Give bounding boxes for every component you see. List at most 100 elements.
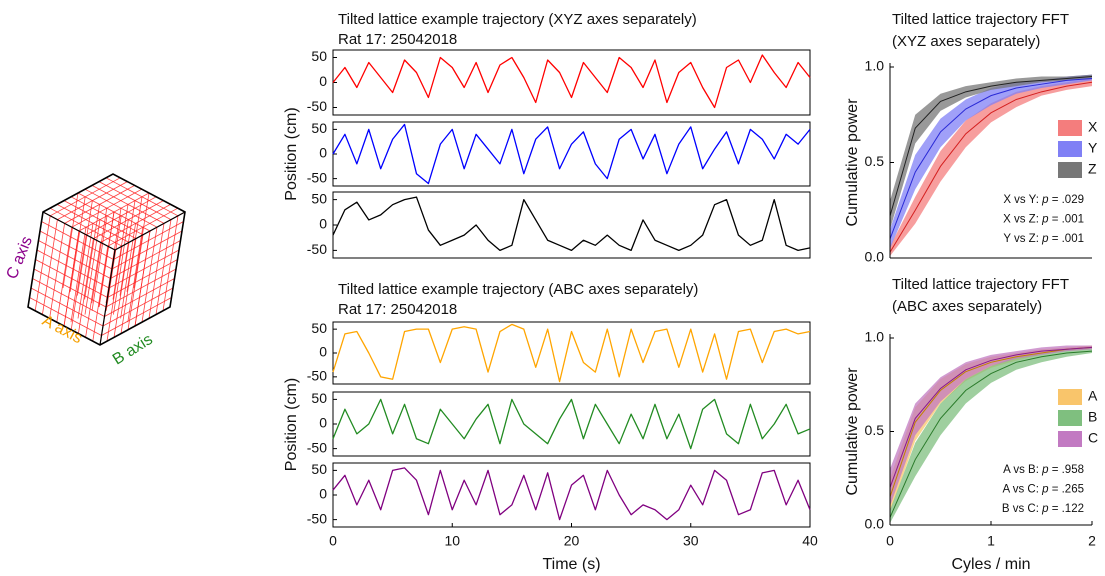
y-tick-label: 0 — [319, 344, 327, 360]
cube-grid-line — [155, 219, 172, 315]
cube-grid-line — [105, 215, 122, 311]
cube-grid-line — [35, 259, 108, 298]
x-tick-label: 40 — [802, 533, 818, 549]
legend-label: X — [1088, 119, 1098, 135]
cube-grid-line — [62, 192, 79, 289]
trace-line — [332, 196, 811, 252]
y-tick-label: -50 — [307, 510, 327, 526]
cube-grid-line — [84, 204, 100, 300]
y-tick-label: -50 — [307, 368, 327, 384]
mean-line — [889, 346, 1093, 498]
y-tick-label: 0.5 — [865, 422, 885, 438]
legend-swatch — [1058, 431, 1082, 447]
stat-text: X vs Y: p = .029 — [1003, 194, 1084, 206]
legend-swatch — [1058, 162, 1082, 178]
stat-pair: B vs C: — [1002, 503, 1042, 515]
mean-line — [889, 346, 1093, 488]
y-tick-label: 50 — [311, 120, 327, 136]
chart-title: Tilted lattice trajectory FFT — [892, 276, 1069, 293]
cube-edge — [114, 211, 186, 251]
cube-grid-line — [77, 200, 93, 296]
y-axis-label: Position (cm) — [283, 107, 300, 200]
stat-value: = .265 — [1049, 484, 1085, 496]
mean-line — [889, 350, 1093, 518]
stat-value: = .001 — [1049, 233, 1085, 245]
panel-frame — [332, 191, 811, 259]
y-tick-label: 50 — [311, 190, 327, 206]
stat-symbol: p — [1041, 233, 1049, 245]
stat-text: A vs B: p = .958 — [1003, 464, 1084, 476]
confidence-band — [890, 74, 1092, 249]
y-tick-label: 1.0 — [865, 329, 885, 345]
trace-line — [332, 123, 811, 185]
cube-grid-line — [148, 223, 165, 319]
y-tick-label: 1.0 — [865, 58, 885, 74]
panel-frame — [332, 462, 811, 528]
legend-swatch — [1058, 389, 1082, 405]
stat-symbol: p — [1041, 464, 1049, 476]
chart-title: Tilted lattice example trajectory (XYZ a… — [338, 11, 697, 28]
cube-grid-line — [77, 223, 94, 319]
stat-value: = .958 — [1049, 464, 1085, 476]
trace-line — [332, 54, 811, 109]
stat-symbol: p — [1041, 214, 1049, 226]
cube-edge — [99, 249, 116, 346]
y-tick-label: 0.5 — [865, 153, 885, 169]
y-tick-label: 0 — [319, 73, 327, 89]
cube-grid-line — [101, 297, 172, 336]
stat-pair: A vs C: — [1002, 484, 1042, 496]
cube-grid-line — [42, 219, 58, 315]
axis-label: C axis — [4, 234, 36, 282]
cube-grid-line — [133, 192, 150, 289]
stat-symbol: p — [1041, 484, 1049, 496]
trace-line — [332, 467, 811, 521]
y-tick-label: 50 — [311, 390, 327, 406]
stat-pair: A vs B: — [1003, 464, 1042, 476]
stat-symbol: p — [1041, 194, 1049, 206]
confidence-band — [890, 78, 1092, 257]
stat-text: X vs Z: p = .001 — [1003, 214, 1084, 226]
x-tick-label: 0 — [886, 533, 894, 549]
y-tick-label: -50 — [307, 241, 327, 257]
legend-label: C — [1088, 430, 1098, 446]
x-tick-label: 2 — [1088, 533, 1096, 549]
stat-value: = .122 — [1049, 503, 1085, 515]
chart-subtitle: Rat 17: 25042018 — [338, 301, 457, 318]
legend-label: Z — [1088, 161, 1097, 177]
x-tick-label: 1 — [987, 533, 995, 549]
cube-grid-line — [69, 196, 86, 292]
legend-swatch — [1058, 120, 1082, 136]
cube-grid-line — [70, 227, 87, 323]
cube-grid-line — [112, 204, 129, 300]
cube-grid-line — [49, 223, 65, 319]
cube-grid-line — [126, 196, 143, 292]
x-tick-label: 20 — [564, 533, 580, 549]
cube-grid-line — [107, 259, 178, 298]
cube-grid-line — [32, 278, 105, 317]
cube-grid-line — [91, 215, 108, 311]
cube-grid-line — [127, 227, 144, 323]
chart-subtitle: Rat 17: 25042018 — [338, 31, 457, 48]
stat-pair: X vs Z: — [1003, 214, 1042, 226]
cube-grid-line — [120, 223, 136, 319]
y-tick-label: -50 — [307, 98, 327, 114]
y-tick-label: 50 — [311, 461, 327, 477]
confidence-band — [890, 345, 1092, 507]
cube-grid-line — [119, 200, 136, 296]
mean-line — [889, 77, 1093, 240]
stat-text: A vs C: p = .265 — [1002, 484, 1084, 496]
stat-pair: X vs Y: — [1003, 194, 1042, 206]
legend-label: Y — [1088, 140, 1098, 156]
trace-line — [332, 398, 811, 450]
cube-grid-line — [113, 219, 129, 315]
cube-grid-line — [34, 215, 51, 311]
y-tick-label: 0.0 — [865, 249, 885, 265]
stat-text: B vs C: p = .122 — [1002, 503, 1084, 515]
trace-line — [332, 323, 811, 383]
cube-grid-line — [141, 227, 158, 323]
y-tick-label: 0.0 — [865, 516, 885, 532]
x-axis-label: Cyles / min — [951, 556, 1030, 573]
cube-grid-line — [102, 287, 174, 327]
y-tick-label: 0 — [319, 145, 327, 161]
